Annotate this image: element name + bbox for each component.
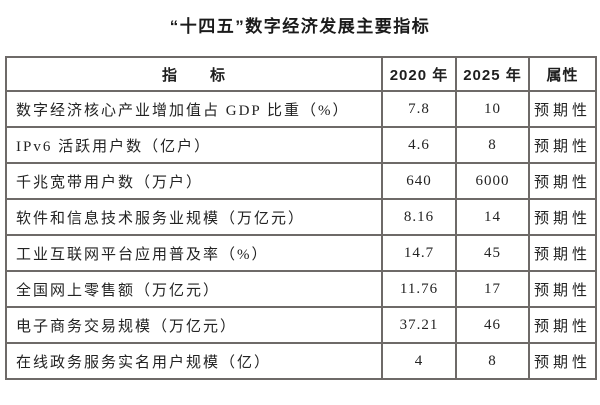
- column-header-2020: 2020 年: [381, 56, 457, 92]
- attribute-cell: 预期性: [528, 198, 597, 236]
- table-row: IPv6 活跃用户数（亿户） 4.6 8 预期性: [5, 126, 597, 164]
- table-row: 数字经济核心产业增加值占 GDP 比重（%） 7.8 10 预期性: [5, 90, 597, 128]
- value-2025-cell: 8: [455, 342, 530, 380]
- value-2020-cell: 11.76: [381, 270, 457, 308]
- attribute-cell: 预期性: [528, 234, 597, 272]
- value-2025-cell: 14: [455, 198, 530, 236]
- value-2020-cell: 4: [381, 342, 457, 380]
- value-2020-cell: 37.21: [381, 306, 457, 344]
- value-2020-cell: 4.6: [381, 126, 457, 164]
- indicators-table: 指 标 2020 年 2025 年 属性 数字经济核心产业增加值占 GDP 比重…: [5, 56, 597, 380]
- value-2020-cell: 7.8: [381, 90, 457, 128]
- value-2020-cell: 8.16: [381, 198, 457, 236]
- value-2025-cell: 17: [455, 270, 530, 308]
- indicator-cell: 千兆宽带用户数（万户）: [5, 162, 383, 200]
- column-header-indicator: 指 标: [5, 56, 383, 92]
- value-2025-cell: 8: [455, 126, 530, 164]
- value-2020-cell: 640: [381, 162, 457, 200]
- indicator-cell: 工业互联网平台应用普及率（%）: [5, 234, 383, 272]
- indicator-cell: 数字经济核心产业增加值占 GDP 比重（%）: [5, 90, 383, 128]
- column-header-2025: 2025 年: [455, 56, 530, 92]
- attribute-cell: 预期性: [528, 162, 597, 200]
- indicator-cell: 在线政务服务实名用户规模（亿）: [5, 342, 383, 380]
- value-2025-cell: 10: [455, 90, 530, 128]
- table-row: 全国网上零售额（万亿元） 11.76 17 预期性: [5, 270, 597, 308]
- indicator-cell: 软件和信息技术服务业规模（万亿元）: [5, 198, 383, 236]
- table-row: 工业互联网平台应用普及率（%） 14.7 45 预期性: [5, 234, 597, 272]
- value-2025-cell: 46: [455, 306, 530, 344]
- table-row: 千兆宽带用户数（万户） 640 6000 预期性: [5, 162, 597, 200]
- attribute-cell: 预期性: [528, 126, 597, 164]
- attribute-cell: 预期性: [528, 90, 597, 128]
- value-2020-cell: 14.7: [381, 234, 457, 272]
- indicator-cell: IPv6 活跃用户数（亿户）: [5, 126, 383, 164]
- column-header-attribute: 属性: [528, 56, 597, 92]
- table-row: 电子商务交易规模（万亿元） 37.21 46 预期性: [5, 306, 597, 344]
- table-row: 在线政务服务实名用户规模（亿） 4 8 预期性: [5, 342, 597, 380]
- table-header-row: 指 标 2020 年 2025 年 属性: [5, 56, 597, 92]
- indicator-cell: 全国网上零售额（万亿元）: [5, 270, 383, 308]
- attribute-cell: 预期性: [528, 342, 597, 380]
- page-title: “十四五”数字经济发展主要指标: [169, 17, 431, 36]
- value-2025-cell: 6000: [455, 162, 530, 200]
- value-2025-cell: 45: [455, 234, 530, 272]
- attribute-cell: 预期性: [528, 306, 597, 344]
- indicator-cell: 电子商务交易规模（万亿元）: [5, 306, 383, 344]
- table-row: 软件和信息技术服务业规模（万亿元） 8.16 14 预期性: [5, 198, 597, 236]
- attribute-cell: 预期性: [528, 270, 597, 308]
